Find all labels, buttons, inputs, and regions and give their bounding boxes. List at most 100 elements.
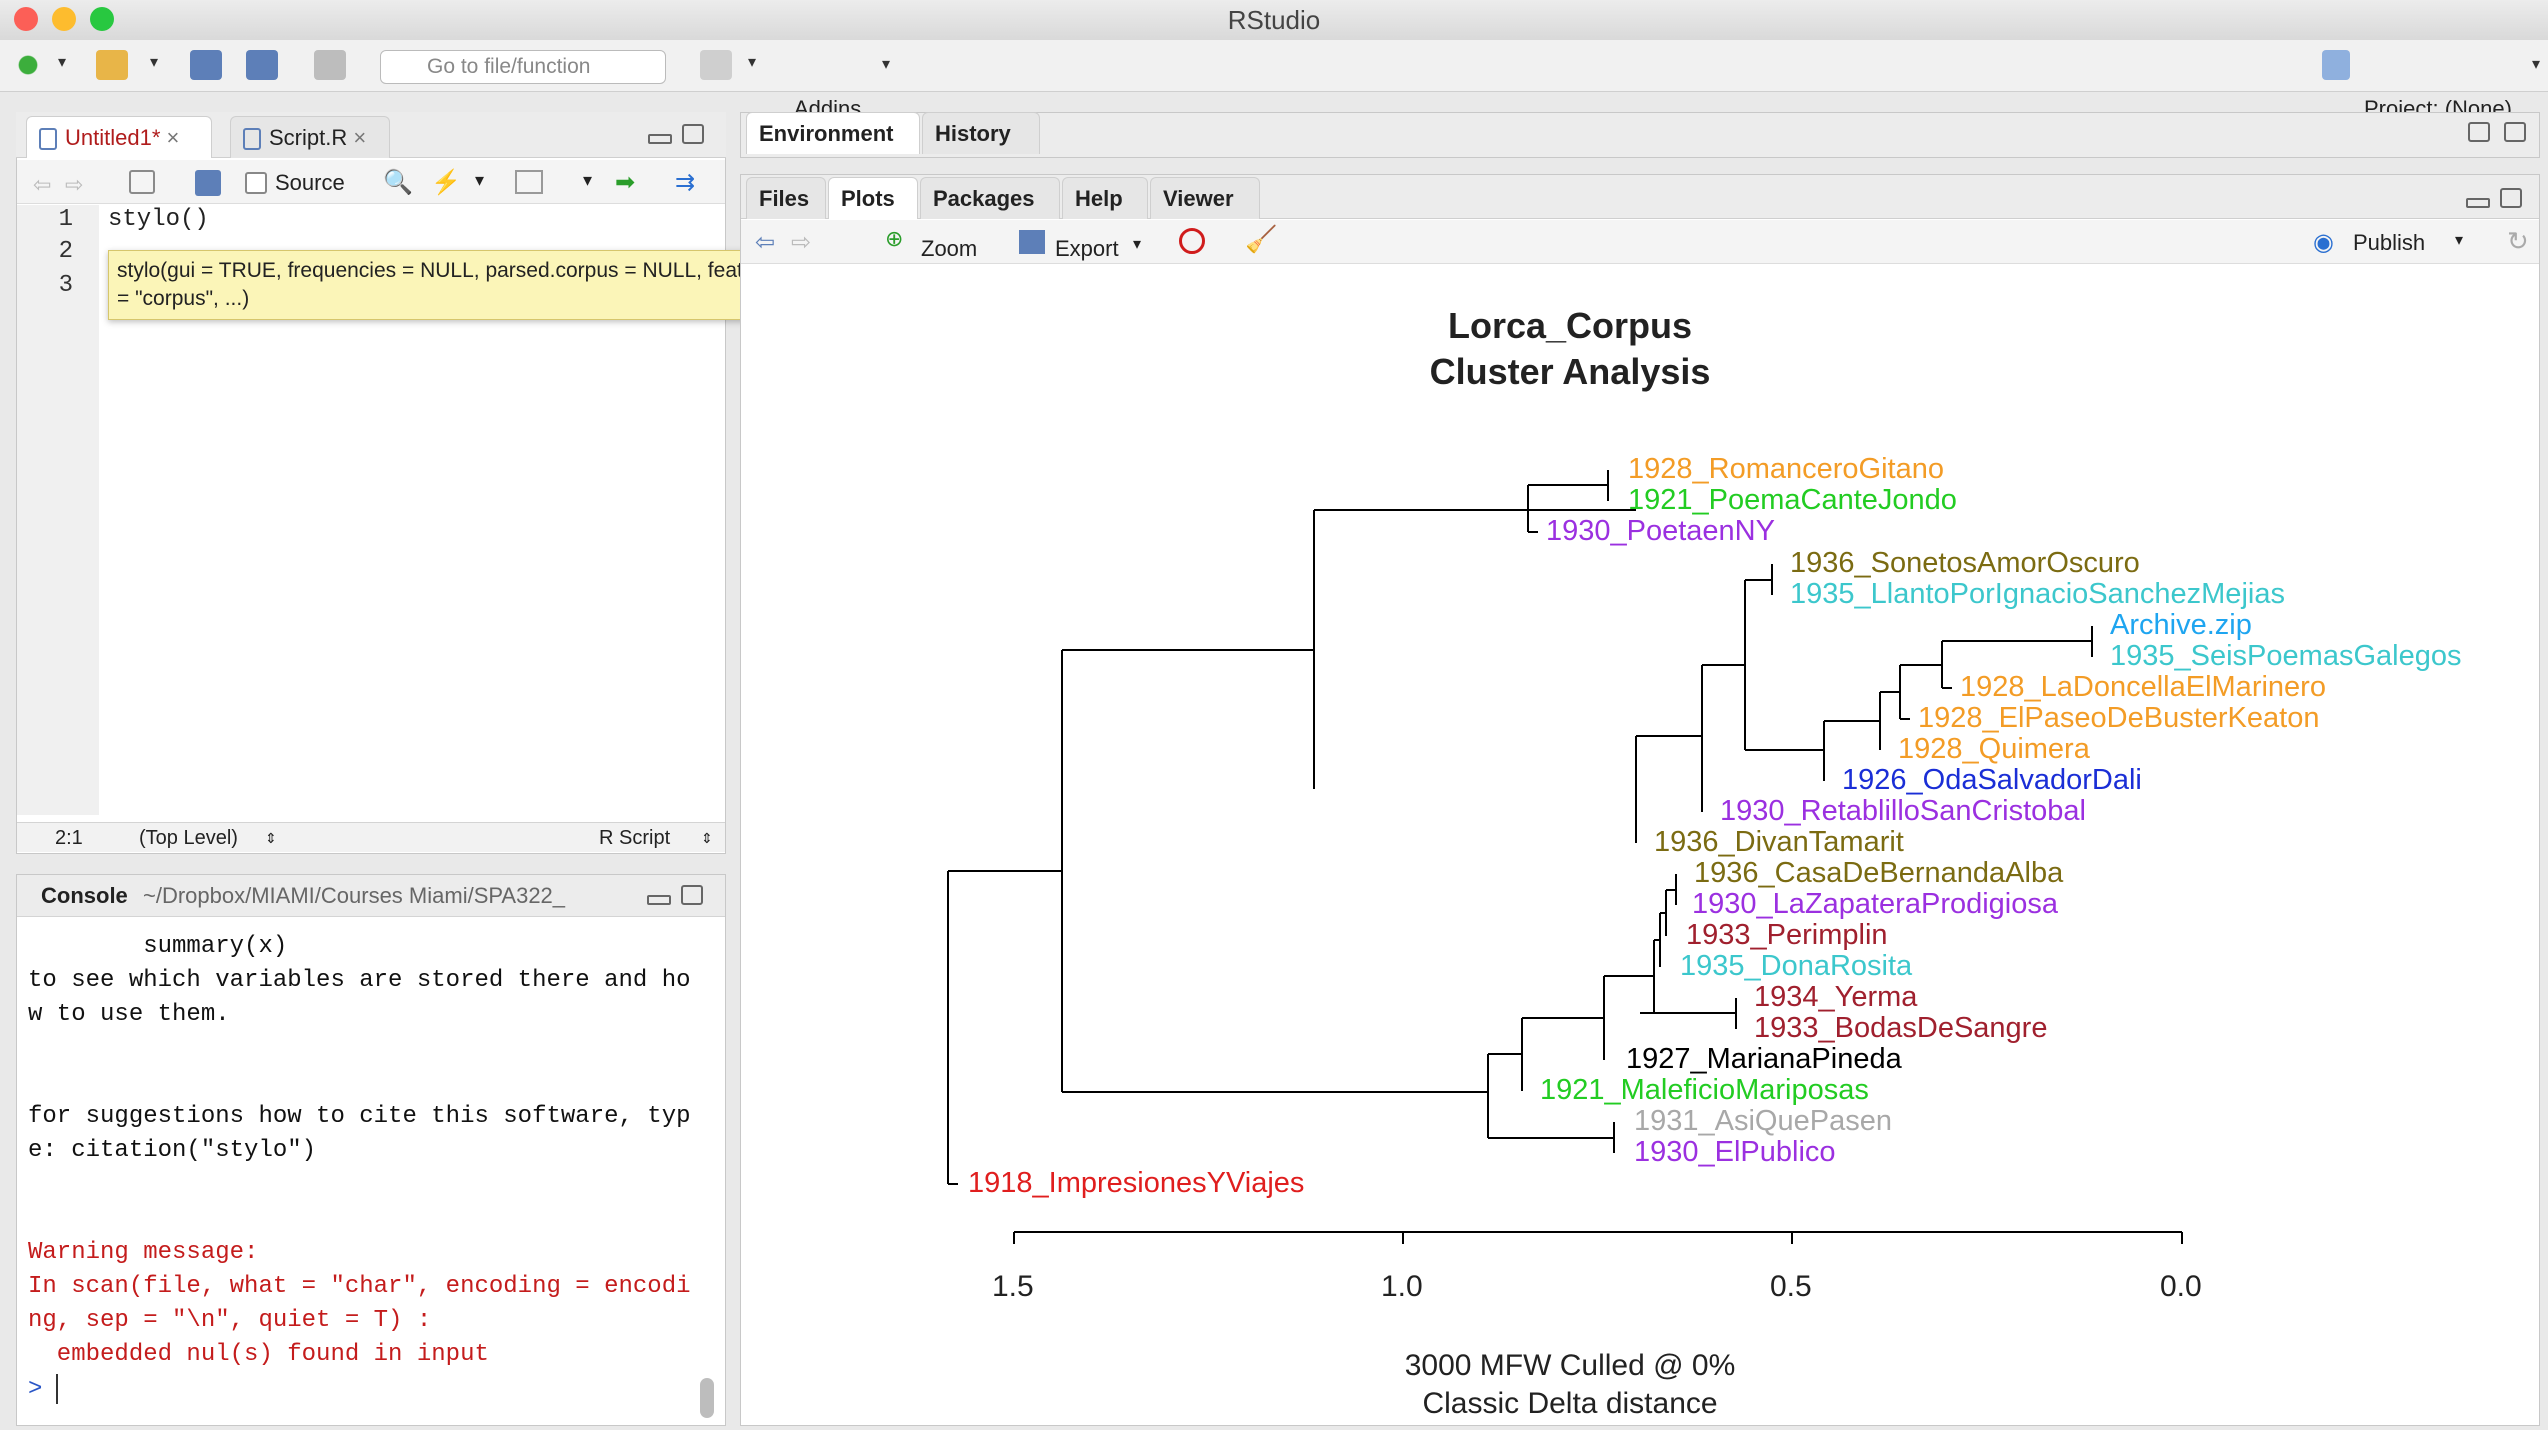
zoom-window-button[interactable] [90, 7, 114, 31]
console-title[interactable]: Console [41, 883, 128, 908]
zoom-button[interactable]: Zoom [921, 236, 978, 261]
chevron-down-icon[interactable]: ▾ [1133, 236, 1142, 253]
tab-viewer[interactable]: Viewer [1150, 177, 1260, 219]
previous-plot-icon[interactable]: ⇦ [755, 229, 776, 256]
close-tab-icon[interactable]: × [166, 125, 180, 150]
tab-untitled1[interactable]: Untitled1* × [26, 116, 212, 158]
restore-pane-icon[interactable] [2468, 122, 2490, 142]
source-pane [16, 112, 726, 854]
code-line[interactable]: stylo() [108, 206, 209, 233]
restore-pane-icon[interactable] [2500, 188, 2522, 208]
leaf-label: 1928_LaDoncellaElMarinero [1960, 671, 2326, 703]
run-line-icon[interactable]: ➡ [615, 169, 636, 196]
source-on-save-checkbox[interactable] [245, 172, 267, 194]
goto-file-input[interactable]: Go to file/function [380, 50, 666, 84]
minimize-pane-icon[interactable] [2466, 198, 2490, 208]
chevron-down-icon[interactable]: ▾ [748, 54, 757, 71]
console-line [28, 1168, 728, 1202]
close-tab-icon[interactable]: × [353, 125, 367, 150]
show-in-window-icon[interactable] [129, 170, 155, 194]
environment-pane [740, 112, 2540, 158]
remove-plot-icon[interactable] [1179, 228, 1205, 254]
maximize-pane-icon[interactable] [2504, 122, 2526, 142]
chevron-down-icon[interactable]: ▾ [583, 170, 593, 190]
zoom-icon[interactable]: ⊕ [885, 226, 904, 251]
maximize-pane-icon[interactable] [682, 124, 704, 144]
search-icon[interactable]: 🔍 [383, 169, 413, 196]
leaf-label: 1934_Yerma [1754, 981, 1918, 1013]
console-line [28, 1032, 728, 1066]
export-icon [1019, 230, 1045, 254]
grid-layout-icon[interactable] [700, 50, 732, 80]
outline-icon[interactable] [515, 170, 543, 194]
r-file-icon [243, 128, 261, 151]
leaf-label: 1933_Perimplin [1686, 919, 1888, 951]
window-titlebar: RStudio [0, 0, 2548, 40]
chevron-down-icon[interactable]: ▾ [150, 54, 159, 71]
chevron-updown-icon: ⇕ [265, 830, 277, 846]
re-run-icon[interactable]: ⇉ [675, 169, 696, 196]
tab-packages[interactable]: Packages [920, 177, 1060, 219]
chevron-updown-icon: ⇕ [701, 830, 713, 846]
tab-script-r[interactable]: Script.R × [230, 116, 390, 158]
leaf-label: 1928_Quimera [1898, 733, 2090, 765]
export-button[interactable]: Export [1055, 236, 1119, 261]
tab-plots[interactable]: Plots [828, 177, 918, 219]
save-all-icon[interactable] [246, 50, 278, 80]
forward-arrow-icon[interactable]: ⇨ [65, 172, 84, 197]
chevron-down-icon[interactable]: ▾ [475, 170, 485, 190]
tab-files[interactable]: Files [746, 177, 826, 219]
minimize-pane-icon[interactable] [647, 895, 671, 905]
tab-help[interactable]: Help [1062, 177, 1148, 219]
minimize-window-button[interactable] [52, 7, 76, 31]
project-icon [2322, 50, 2350, 80]
dendrogram-svg [947, 470, 2183, 1244]
save-icon[interactable] [190, 50, 222, 80]
console-line: summary(x) [28, 933, 288, 960]
chevron-down-icon[interactable]: ▾ [2455, 232, 2464, 249]
next-plot-icon[interactable]: ⇨ [791, 229, 812, 256]
line-number: 1 [58, 206, 73, 233]
chevron-down-icon[interactable]: ▾ [2532, 56, 2541, 73]
console-line: for suggestions how to cite this softwar… [28, 1103, 691, 1130]
leaf-label: 1930_RetablilloSanCristobal [1720, 795, 2086, 827]
leaf-label: 1927_MarianaPineda [1626, 1043, 1902, 1075]
leaf-label: 1930_PoetaenNY [1546, 515, 1775, 547]
window-title: RStudio [1227, 5, 1321, 35]
chevron-down-icon[interactable]: ▾ [882, 56, 891, 73]
editor-toolbar: ⇦ ⇨ Source 🔍 ⚡ ▾ ▾ ➡ ⇉ [17, 160, 725, 204]
refresh-icon[interactable]: ↻ [2507, 226, 2529, 256]
console-prompt: > [28, 1376, 43, 1403]
file-type-selector[interactable]: R Script [599, 827, 671, 849]
console-scrollbar[interactable] [700, 1378, 714, 1418]
maximize-pane-icon[interactable] [681, 885, 703, 905]
close-window-button[interactable] [14, 7, 38, 31]
magic-wand-icon[interactable]: ⚡ [431, 169, 461, 196]
minimize-pane-icon[interactable] [648, 134, 672, 144]
print-icon[interactable] [314, 50, 346, 80]
chevron-down-icon[interactable]: ▾ [58, 54, 67, 71]
publish-button[interactable]: Publish [2353, 230, 2426, 255]
save-icon[interactable] [195, 170, 221, 196]
x-tick-label: 1.0 [1381, 1270, 1423, 1303]
console-line: In scan(file, what = "char", encoding = … [28, 1273, 691, 1300]
leaf-label: 1935_SeisPoemasGalegos [2110, 640, 2462, 672]
open-folder-icon[interactable] [96, 50, 128, 80]
x-tick-label: 1.5 [992, 1270, 1034, 1303]
leaf-label: 1921_PoemaCanteJondo [1628, 484, 1957, 516]
tab-environment[interactable]: Environment [746, 112, 920, 154]
console-output[interactable]: summary(x) to see which variables are sto… [28, 930, 728, 1372]
leaf-label: 1935_LlantoPorIgnacioSanchezMejias [1790, 578, 2285, 610]
console-pane [16, 874, 726, 1426]
x-axis-label-2: Classic Delta distance [1422, 1387, 1718, 1420]
new-file-icon[interactable] [12, 50, 44, 80]
broom-icon[interactable]: 🧹 [1245, 224, 1278, 254]
back-arrow-icon[interactable]: ⇦ [33, 172, 52, 197]
working-directory[interactable]: ~/Dropbox/MIAMI/Courses Miami/SPA322_ [143, 883, 566, 908]
chart-title: Lorca_Corpus Cluster Analysis [742, 303, 2398, 395]
tab-history[interactable]: History [922, 112, 1040, 154]
leaf-label: 1936_CasaDeBernandaAlba [1694, 857, 2064, 889]
console-input-cursor[interactable] [56, 1374, 58, 1404]
scope-selector[interactable]: (Top Level) [139, 827, 238, 849]
leaf-label: 1930_LaZapateraProdigiosa [1692, 888, 2058, 920]
